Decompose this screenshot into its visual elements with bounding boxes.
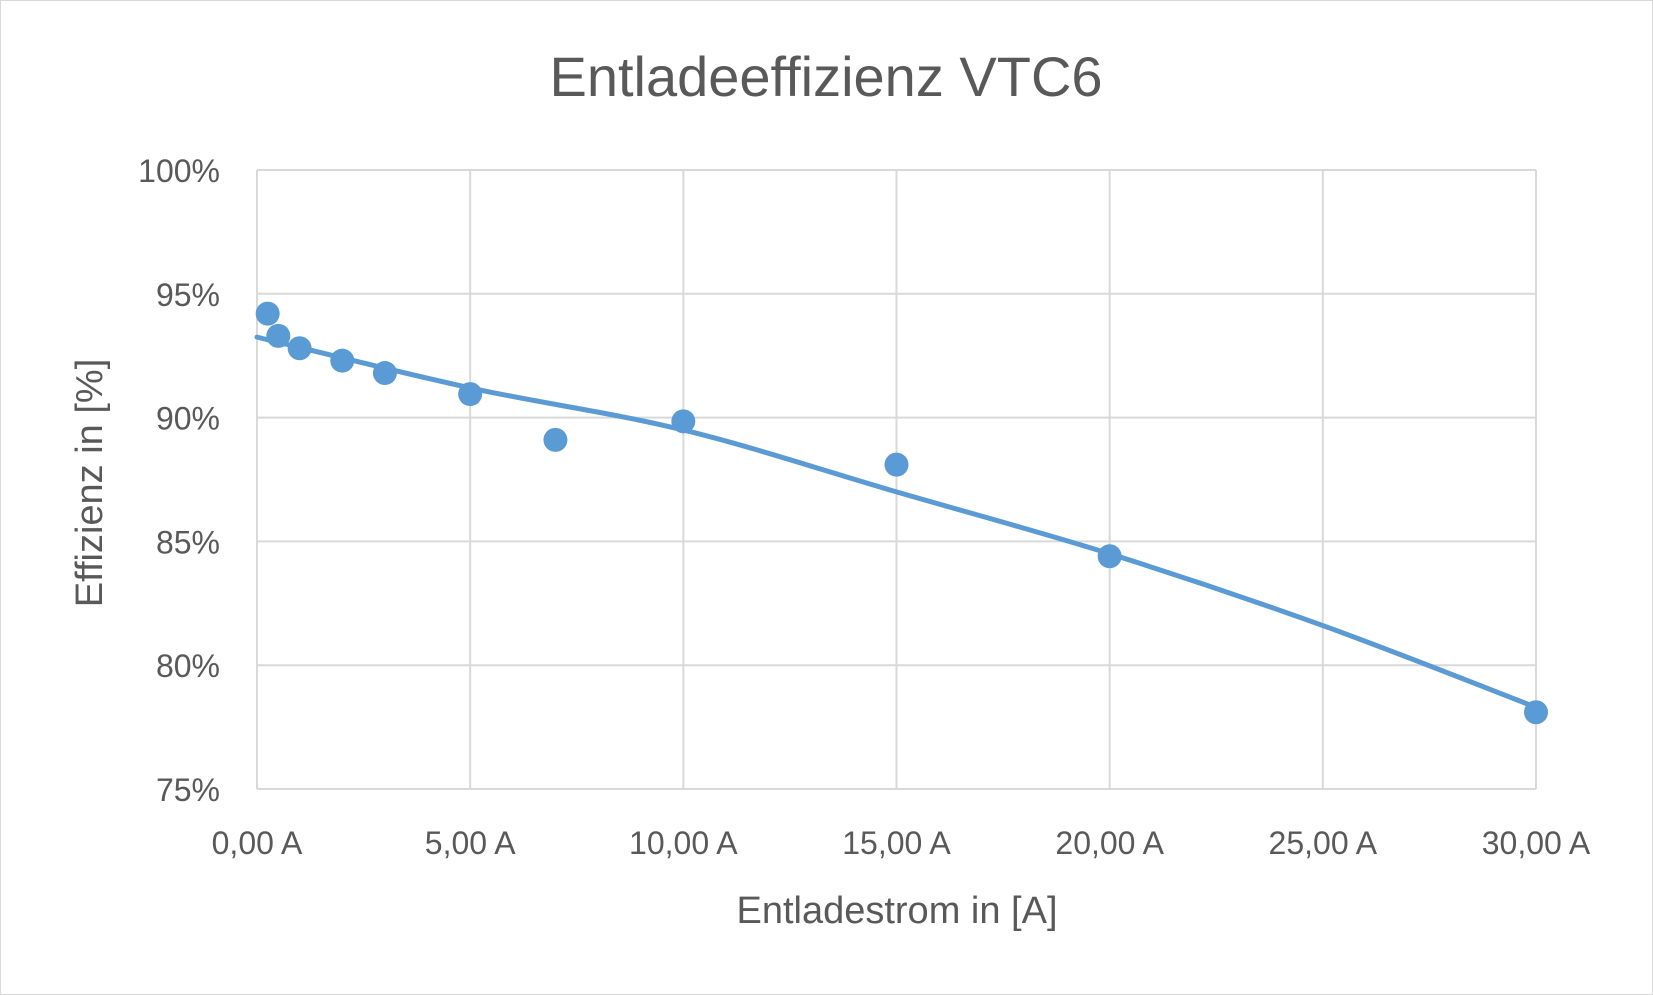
x-tick-label: 0,00 A — [212, 825, 303, 861]
x-tick-label: 10,00 A — [629, 825, 738, 861]
y-axis-title: Effizienz in [%] — [69, 359, 111, 608]
y-tick-label: 80% — [156, 648, 220, 684]
x-tick-label: 20,00 A — [1055, 825, 1164, 861]
y-tick-label: 100% — [138, 153, 220, 189]
data-point-2 — [287, 336, 312, 361]
data-point-6 — [543, 427, 568, 452]
data-points — [255, 301, 1548, 725]
y-tick-label: 85% — [156, 524, 220, 560]
data-point-8 — [884, 452, 909, 477]
data-point-3 — [330, 348, 355, 373]
data-point-5 — [458, 382, 483, 407]
data-point-10 — [1524, 700, 1548, 725]
y-tick-label: 75% — [156, 772, 220, 808]
x-tick-label: 30,00 A — [1482, 825, 1591, 861]
data-point-0 — [255, 301, 280, 326]
data-point-4 — [372, 361, 397, 386]
x-axis-title: Entladestrom in [A] — [736, 890, 1057, 932]
y-axis-tick-labels: 75% 80% 85% 90% 95% 100% — [138, 153, 220, 808]
data-point-9 — [1097, 544, 1122, 569]
data-point-1 — [266, 323, 291, 348]
y-tick-label: 90% — [156, 401, 220, 437]
x-tick-label: 15,00 A — [842, 825, 951, 861]
x-tick-label: 25,00 A — [1269, 825, 1378, 861]
gridlines — [256, 169, 1537, 790]
x-axis-tick-labels: 0,00 A 5,00 A 10,00 A 15,00 A 20,00 A 25,00 A… — [212, 825, 1591, 861]
x-tick-label: 5,00 A — [425, 825, 516, 861]
chart-title: Entladeeffizienz VTC6 — [549, 45, 1102, 108]
data-point-7 — [671, 409, 696, 434]
y-tick-label: 95% — [156, 277, 220, 313]
